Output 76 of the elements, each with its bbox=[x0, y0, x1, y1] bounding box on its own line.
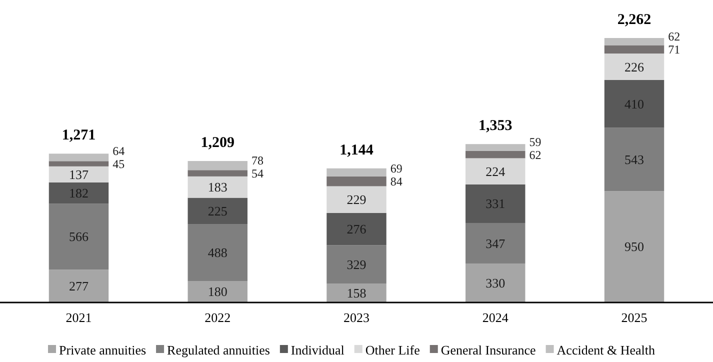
legend-label: Private annuities bbox=[59, 342, 146, 358]
data-label: 69 bbox=[390, 162, 402, 176]
bar bbox=[48, 161, 109, 166]
legend-label: General Insurance bbox=[440, 342, 536, 358]
bar bbox=[604, 80, 664, 128]
data-label: 488 bbox=[208, 245, 228, 260]
data-label: 226 bbox=[624, 59, 645, 74]
bar bbox=[466, 184, 526, 223]
bar bbox=[466, 150, 526, 158]
data-label: 225 bbox=[208, 203, 228, 218]
bar bbox=[48, 166, 109, 182]
bar bbox=[326, 284, 386, 302]
data-label: 62 bbox=[668, 30, 680, 44]
total-label: 2,262 bbox=[617, 12, 652, 28]
data-label: 180 bbox=[208, 284, 228, 300]
bar bbox=[466, 222, 526, 264]
bar bbox=[466, 158, 526, 184]
data-label: 347 bbox=[486, 236, 506, 251]
legend-label: Other Life bbox=[365, 342, 420, 358]
data-label: 71 bbox=[668, 42, 680, 57]
data-label: 277 bbox=[68, 278, 89, 294]
bar bbox=[326, 212, 386, 246]
bar bbox=[48, 182, 109, 204]
data-label: 84 bbox=[390, 174, 402, 189]
data-label: 410 bbox=[624, 96, 644, 112]
bar bbox=[604, 128, 664, 192]
data-label: 45 bbox=[112, 156, 125, 171]
x-tick-label: 2022 bbox=[204, 310, 231, 325]
bar bbox=[466, 144, 526, 151]
data-label: 950 bbox=[624, 239, 644, 254]
data-label: 78 bbox=[251, 153, 264, 168]
total-label: 1,144 bbox=[340, 142, 374, 158]
legend-label: Accident & Health bbox=[556, 342, 656, 358]
total-label: 1,353 bbox=[478, 118, 512, 134]
bar bbox=[466, 263, 526, 302]
x-tick-label: 2025 bbox=[621, 310, 648, 325]
bar bbox=[188, 170, 248, 176]
data-label: 182 bbox=[68, 186, 88, 201]
bar bbox=[326, 176, 386, 186]
bar bbox=[604, 45, 664, 54]
bar bbox=[48, 154, 109, 162]
bar bbox=[48, 204, 109, 270]
data-label: 54 bbox=[251, 166, 264, 180]
data-label: 158 bbox=[346, 285, 366, 300]
data-label: 330 bbox=[486, 275, 506, 290]
x-tick-label: 2024 bbox=[482, 310, 509, 325]
data-label: 331 bbox=[486, 196, 506, 212]
legend-label: Individual bbox=[290, 342, 345, 358]
data-label: 543 bbox=[624, 152, 644, 167]
total-label: 1,209 bbox=[200, 135, 234, 152]
legend-label: Regulated annuities bbox=[167, 342, 270, 358]
data-label: 276 bbox=[346, 222, 367, 237]
data-label: 566 bbox=[68, 229, 89, 244]
data-label: 137 bbox=[68, 166, 89, 182]
bar bbox=[604, 191, 664, 302]
x-tick-label: 2021 bbox=[66, 310, 92, 325]
bar bbox=[188, 224, 248, 281]
bar bbox=[188, 198, 248, 224]
bar bbox=[188, 176, 248, 198]
bar bbox=[326, 168, 386, 176]
data-label: 64 bbox=[112, 144, 125, 158]
data-label: 59 bbox=[529, 134, 542, 149]
data-label: 224 bbox=[486, 164, 506, 179]
bar bbox=[188, 161, 248, 170]
total-label: 1,271 bbox=[62, 128, 96, 144]
x-tick-label: 2023 bbox=[344, 310, 370, 325]
bar bbox=[326, 186, 386, 213]
data-label: 62 bbox=[529, 148, 542, 162]
bar bbox=[604, 38, 664, 46]
bar bbox=[188, 280, 248, 302]
bar bbox=[48, 270, 109, 302]
bar bbox=[604, 54, 664, 80]
data-label: 329 bbox=[346, 256, 366, 272]
data-label: 229 bbox=[346, 192, 366, 208]
bar bbox=[326, 245, 386, 284]
data-label: 183 bbox=[208, 180, 228, 195]
